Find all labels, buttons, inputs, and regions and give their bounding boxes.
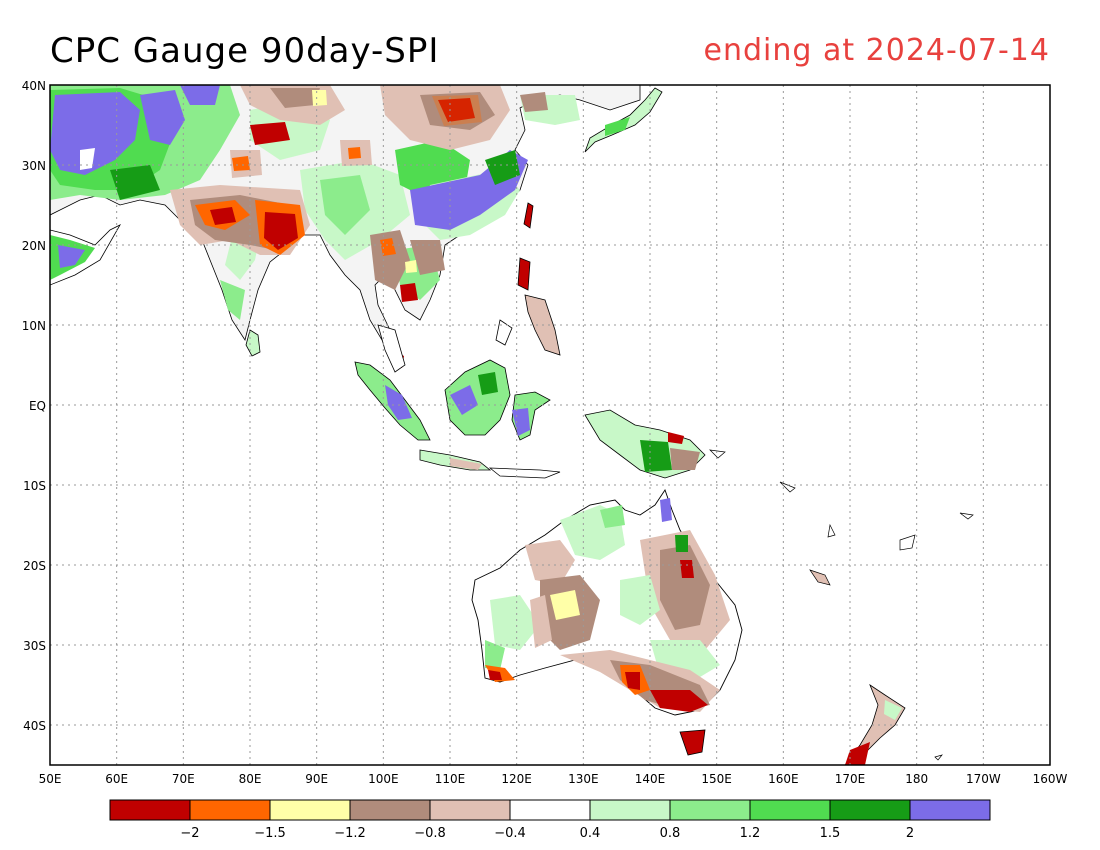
y-tick-label: 40N bbox=[22, 79, 46, 93]
java-dry-patch bbox=[450, 458, 482, 470]
sumatra-wet-patch bbox=[385, 385, 412, 420]
colorbar-swatch bbox=[429, 799, 511, 821]
colorbar-label: 2 bbox=[906, 826, 914, 841]
colorbar-swatch bbox=[509, 799, 591, 821]
y-tick-label: 30S bbox=[23, 639, 46, 653]
map-plot-area bbox=[50, 85, 1050, 765]
pacific-islands bbox=[709, 449, 974, 761]
colorbar-swatch bbox=[269, 799, 351, 821]
map-frame bbox=[49, 84, 1051, 766]
taiwan-landmass bbox=[523, 202, 534, 229]
x-tick-label: 170E bbox=[835, 772, 866, 786]
x-tick-label: 130E bbox=[568, 772, 599, 786]
colorbar-label: 0.4 bbox=[580, 826, 601, 841]
ending-date-label: ending at 2024-07-14 bbox=[704, 33, 1050, 68]
colorbar-swatch bbox=[589, 799, 671, 821]
new-guinea-dry-patch bbox=[670, 448, 700, 470]
figure-title: CPC Gauge 90day-SPI bbox=[50, 31, 439, 71]
colorbar-swatch bbox=[749, 799, 831, 821]
new-guinea-wet-core bbox=[640, 440, 672, 472]
tasmania-landmass bbox=[679, 729, 706, 756]
y-tick-label: 20N bbox=[22, 239, 46, 253]
colorbar-swatch bbox=[349, 799, 431, 821]
japan-wet-patch bbox=[605, 117, 630, 136]
colorbar-label: −0.4 bbox=[494, 826, 526, 841]
y-axis-ticks: 40N 30N 20N 10N EQ 10S 20S 30S 40S bbox=[22, 79, 46, 733]
x-tick-label: 60E bbox=[105, 772, 128, 786]
x-tick-label: 80E bbox=[239, 772, 262, 786]
colorbar-label: −0.8 bbox=[414, 826, 446, 841]
y-tick-label: 30N bbox=[22, 159, 46, 173]
colorbar-label: 1.2 bbox=[740, 826, 761, 841]
y-tick-label: 10N bbox=[22, 319, 46, 333]
australia-anomalies bbox=[485, 498, 730, 712]
colorbar-label: 0.8 bbox=[660, 826, 681, 841]
colorbar-label: −1.5 bbox=[254, 826, 286, 841]
x-tick-label: 160E bbox=[768, 772, 799, 786]
x-tick-label: 120E bbox=[501, 772, 532, 786]
x-tick-label: 110E bbox=[435, 772, 466, 786]
malay-peninsula bbox=[377, 324, 406, 373]
y-tick-label: 20S bbox=[23, 559, 46, 573]
lesser-sunda bbox=[488, 467, 561, 479]
new-guinea-dry-core bbox=[668, 432, 684, 444]
y-tick-label: 10S bbox=[23, 479, 46, 493]
colorbar-swatch bbox=[829, 799, 911, 821]
colorbar-label: −2 bbox=[180, 826, 199, 841]
colorbar-label: −1.2 bbox=[334, 826, 366, 841]
x-axis-ticks: 50E 60E 70E 80E 90E 100E 110E 120E 130E 140E 150E 1… bbox=[39, 772, 1068, 786]
x-tick-label: 150E bbox=[701, 772, 732, 786]
x-tick-label: 160W bbox=[1033, 772, 1068, 786]
colorbar-label: 1.5 bbox=[820, 826, 841, 841]
colorbar-swatch bbox=[909, 799, 991, 821]
new-zealand-wet-patch bbox=[884, 700, 902, 720]
x-tick-label: 100E bbox=[368, 772, 399, 786]
colorbar-swatch bbox=[109, 799, 191, 821]
x-tick-label: 170W bbox=[966, 772, 1001, 786]
colorbar-swatch bbox=[669, 799, 751, 821]
y-tick-label: 40S bbox=[23, 719, 46, 733]
x-tick-label: 180 bbox=[905, 772, 928, 786]
x-tick-label: 140E bbox=[635, 772, 666, 786]
new-zealand-dry-patch bbox=[845, 742, 870, 765]
x-tick-label: 50E bbox=[39, 772, 62, 786]
colorbar-legend: −2 −1.5 −1.2 −0.8 −0.4 0.4 0.8 1.2 1.5 2 bbox=[109, 799, 991, 841]
x-tick-label: 70E bbox=[172, 772, 195, 786]
borneo-wet-core bbox=[478, 372, 498, 395]
graticule bbox=[50, 85, 1050, 765]
y-tick-label: EQ bbox=[29, 399, 46, 413]
colorbar-swatch bbox=[189, 799, 271, 821]
x-tick-label: 90E bbox=[305, 772, 328, 786]
borneo-wet-patch bbox=[450, 385, 478, 415]
